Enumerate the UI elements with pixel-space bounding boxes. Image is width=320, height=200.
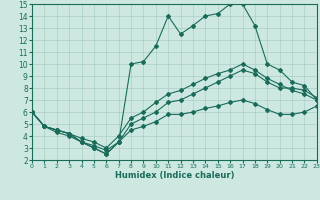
X-axis label: Humidex (Indice chaleur): Humidex (Indice chaleur)	[115, 171, 234, 180]
